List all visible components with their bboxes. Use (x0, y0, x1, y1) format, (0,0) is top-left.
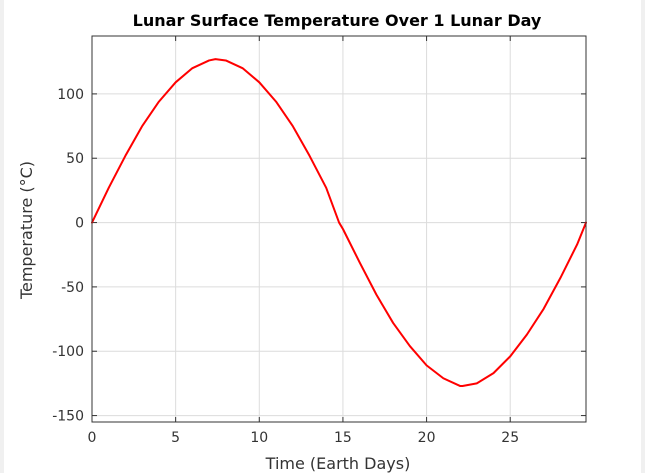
y-tick-label: 0 (75, 216, 84, 232)
x-axis-label: Time (Earth Days) (265, 454, 411, 473)
y-tick-label: -150 (52, 409, 84, 425)
chart-title: Lunar Surface Temperature Over 1 Lunar D… (133, 11, 542, 30)
y-axis-label: Temperature (°C) (17, 161, 36, 300)
plot-area-border (91, 35, 587, 423)
x-tick-label: 15 (334, 430, 352, 446)
x-tick-label: 10 (250, 430, 268, 446)
temperature-chart: Lunar Surface Temperature Over 1 Lunar D… (17, 11, 587, 473)
y-tick-label: 50 (66, 151, 84, 167)
y-tick-label: -100 (52, 344, 84, 360)
x-tick-label: 25 (501, 430, 519, 446)
x-tick-label: 20 (418, 430, 436, 446)
temperature-series-line (91, 58, 587, 387)
y-tick-label: 100 (57, 87, 84, 103)
y-tick-label: -50 (61, 280, 84, 296)
series-group (91, 58, 587, 387)
tick-labels: 0 5 10 15 20 25 100 50 0 -50 -100 -150 (52, 87, 519, 446)
x-tick-label: 0 (88, 430, 97, 446)
x-tick-label: 5 (171, 430, 180, 446)
